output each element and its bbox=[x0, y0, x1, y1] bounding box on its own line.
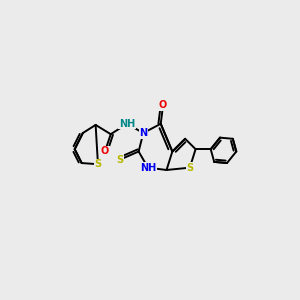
Text: O: O bbox=[101, 146, 109, 157]
Text: O: O bbox=[159, 100, 167, 110]
Text: NH: NH bbox=[140, 163, 156, 173]
Text: S: S bbox=[94, 159, 101, 169]
Text: N: N bbox=[139, 128, 147, 138]
Text: S: S bbox=[116, 154, 124, 165]
Text: S: S bbox=[186, 163, 194, 173]
Text: NH: NH bbox=[119, 119, 135, 129]
